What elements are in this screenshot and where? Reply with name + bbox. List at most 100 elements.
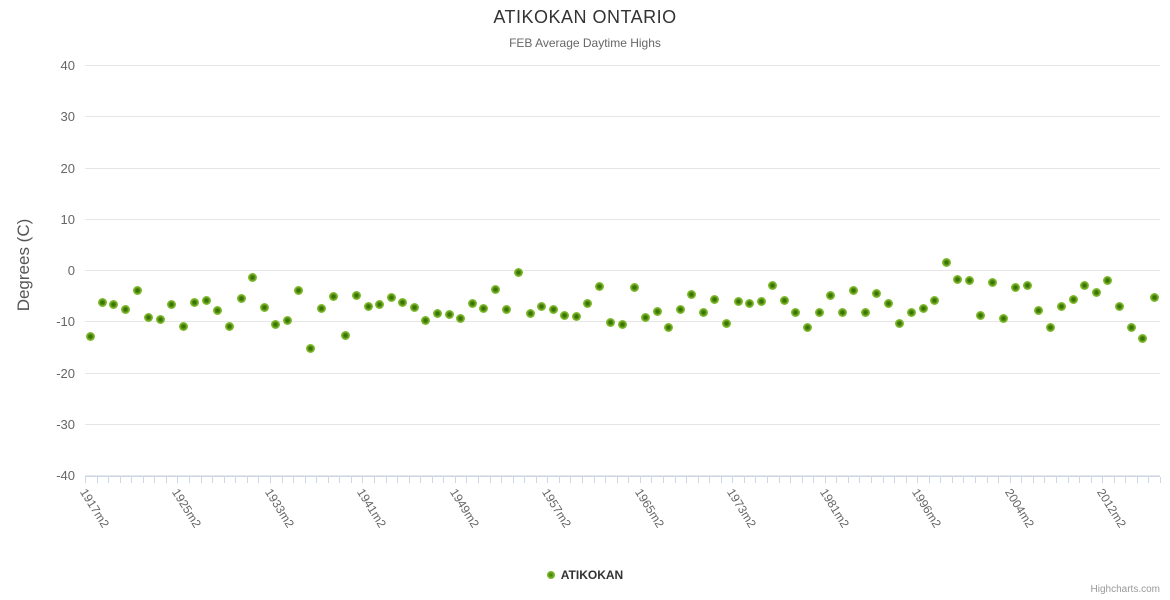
- data-point[interactable]: [1068, 294, 1078, 304]
- data-point[interactable]: [837, 307, 847, 317]
- data-point[interactable]: [305, 343, 315, 353]
- data-point[interactable]: [467, 299, 477, 309]
- highcharts-credit[interactable]: Highcharts.com: [1090, 584, 1160, 595]
- data-point[interactable]: [155, 315, 165, 325]
- data-point[interactable]: [687, 289, 697, 299]
- data-point[interactable]: [571, 311, 581, 321]
- data-point[interactable]: [675, 304, 685, 314]
- data-point[interactable]: [1138, 333, 1148, 343]
- data-point[interactable]: [502, 304, 512, 314]
- data-point[interactable]: [282, 315, 292, 325]
- data-point[interactable]: [1034, 305, 1044, 315]
- data-point[interactable]: [490, 285, 500, 295]
- x-axis-tick: [801, 477, 803, 483]
- data-point[interactable]: [722, 319, 732, 329]
- data-point[interactable]: [363, 302, 373, 312]
- data-point[interactable]: [97, 297, 107, 307]
- data-point[interactable]: [791, 307, 801, 317]
- data-point[interactable]: [872, 289, 882, 299]
- data-point[interactable]: [918, 304, 928, 314]
- data-point[interactable]: [1115, 301, 1125, 311]
- data-point[interactable]: [906, 307, 916, 317]
- data-point[interactable]: [178, 321, 188, 331]
- data-point[interactable]: [409, 303, 419, 313]
- data-point[interactable]: [941, 258, 951, 268]
- grid-line: [85, 475, 1160, 476]
- data-point[interactable]: [294, 286, 304, 295]
- data-point[interactable]: [329, 291, 339, 301]
- data-point[interactable]: [513, 268, 523, 278]
- data-point[interactable]: [895, 319, 905, 329]
- data-point[interactable]: [109, 299, 119, 309]
- legend-item[interactable]: ATIKOKAN: [0, 568, 1170, 582]
- grid-line: [85, 270, 1160, 271]
- data-point[interactable]: [606, 317, 616, 327]
- data-point[interactable]: [849, 286, 859, 295]
- data-point[interactable]: [618, 319, 627, 329]
- data-point[interactable]: [710, 294, 720, 304]
- data-point[interactable]: [224, 321, 234, 331]
- data-point[interactable]: [664, 322, 674, 332]
- data-point[interactable]: [930, 296, 940, 306]
- data-point[interactable]: [733, 297, 743, 307]
- data-point[interactable]: [1091, 287, 1101, 297]
- data-point[interactable]: [479, 304, 489, 314]
- data-point[interactable]: [548, 304, 558, 314]
- data-point[interactable]: [201, 295, 211, 305]
- data-point[interactable]: [375, 300, 385, 310]
- data-point[interactable]: [768, 281, 778, 291]
- data-point[interactable]: [398, 298, 408, 308]
- data-point[interactable]: [421, 316, 431, 326]
- data-point[interactable]: [236, 293, 246, 303]
- data-point[interactable]: [340, 331, 350, 341]
- data-point[interactable]: [1057, 301, 1067, 311]
- data-point[interactable]: [953, 275, 963, 285]
- data-point[interactable]: [629, 282, 639, 292]
- data-point[interactable]: [386, 292, 396, 302]
- data-point[interactable]: [1045, 322, 1055, 332]
- data-point[interactable]: [860, 307, 870, 317]
- data-point[interactable]: [883, 299, 893, 309]
- data-point[interactable]: [213, 305, 223, 315]
- data-point[interactable]: [1126, 322, 1136, 332]
- data-point[interactable]: [802, 322, 812, 332]
- data-point[interactable]: [1103, 275, 1113, 285]
- data-point[interactable]: [537, 302, 547, 312]
- data-point[interactable]: [560, 310, 570, 320]
- data-point[interactable]: [1080, 281, 1090, 291]
- x-tick-label: 2012m2: [1094, 486, 1129, 531]
- data-point[interactable]: [190, 298, 200, 308]
- data-point[interactable]: [433, 309, 443, 319]
- x-axis-tick: [258, 477, 260, 483]
- data-point[interactable]: [352, 291, 362, 301]
- data-point[interactable]: [1022, 281, 1032, 291]
- data-point[interactable]: [1011, 282, 1020, 292]
- data-point[interactable]: [259, 303, 269, 313]
- data-point[interactable]: [271, 320, 281, 330]
- data-point[interactable]: [814, 307, 824, 317]
- data-point[interactable]: [525, 309, 535, 319]
- data-point[interactable]: [652, 306, 662, 316]
- data-point[interactable]: [987, 277, 997, 287]
- data-point[interactable]: [745, 299, 755, 309]
- data-point[interactable]: [456, 313, 466, 323]
- data-point[interactable]: [779, 295, 789, 305]
- data-point[interactable]: [120, 304, 130, 314]
- data-point[interactable]: [641, 313, 651, 323]
- data-point[interactable]: [86, 332, 96, 342]
- data-point[interactable]: [756, 297, 766, 307]
- data-point[interactable]: [317, 304, 327, 314]
- data-point[interactable]: [594, 281, 604, 291]
- data-point[interactable]: [999, 313, 1009, 323]
- data-point[interactable]: [167, 299, 177, 309]
- data-point[interactable]: [144, 312, 154, 322]
- data-point[interactable]: [976, 311, 986, 321]
- data-point[interactable]: [444, 310, 454, 320]
- data-point[interactable]: [826, 290, 836, 300]
- data-point[interactable]: [583, 299, 593, 309]
- data-point[interactable]: [132, 286, 142, 295]
- data-point[interactable]: [698, 308, 708, 318]
- data-point[interactable]: [248, 272, 258, 282]
- data-point[interactable]: [964, 276, 974, 286]
- data-point[interactable]: [1149, 292, 1159, 302]
